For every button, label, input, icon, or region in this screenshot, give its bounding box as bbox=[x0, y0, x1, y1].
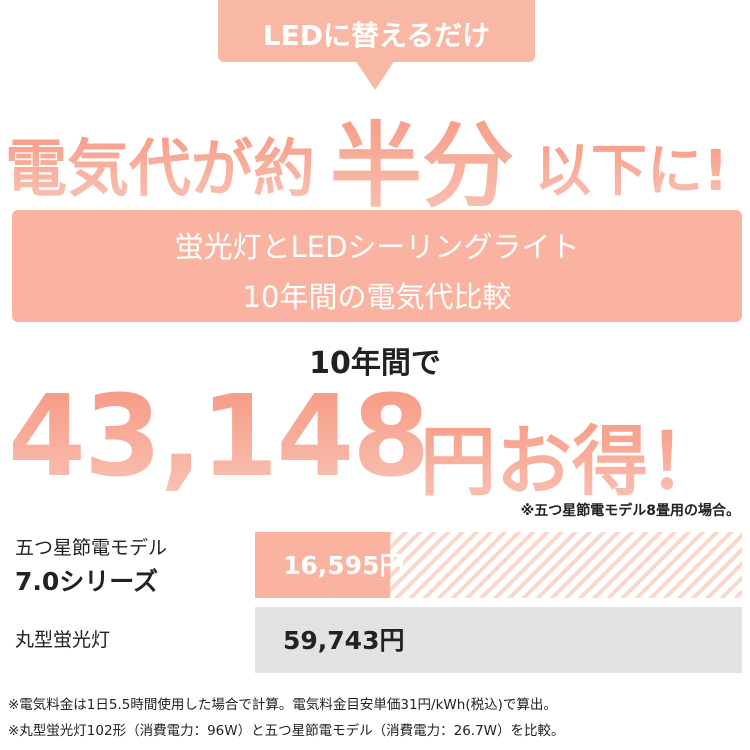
badge bbox=[218, 0, 535, 62]
headline-emphasis: 半分 bbox=[330, 92, 514, 225]
footnote: ※丸型蛍光灯102形（消費電力：96W）と五つ星節電モデル（消費電力：26.7W… bbox=[8, 723, 565, 739]
subtitle-box bbox=[12, 210, 742, 322]
note: ※五つ星節電モデル8畳用の場合。 bbox=[520, 503, 740, 519]
badge-pointer bbox=[355, 60, 395, 90]
comparison-chart: 16,595円 59,743円 bbox=[255, 532, 742, 673]
subtitle: 10年間の電気代比較 bbox=[242, 280, 512, 314]
badge-text: LEDに替えるだけ bbox=[262, 19, 491, 52]
category-label: 丸型蛍光灯 bbox=[15, 629, 111, 651]
headline: 以下に! bbox=[535, 126, 729, 207]
savings-amount: 43,148 bbox=[8, 372, 430, 502]
value-label: 16,595円 bbox=[283, 551, 404, 580]
savings-unit: 円お得！ bbox=[420, 400, 724, 510]
headline: 電気代が約 bbox=[5, 118, 315, 208]
lead: 10年間で bbox=[309, 346, 441, 381]
bar bbox=[255, 532, 391, 598]
value-label: 59,743円 bbox=[283, 626, 404, 655]
bar bbox=[255, 607, 742, 673]
subtitle: 蛍光灯とLEDシーリングライト bbox=[174, 230, 580, 264]
footnote: ※電気料金は1日5.5時間使用した場合で計算。電気料金目安単価31円/kWh(税… bbox=[8, 697, 557, 713]
category-label: 五つ星節電モデル 7.0シリーズ bbox=[15, 537, 168, 596]
